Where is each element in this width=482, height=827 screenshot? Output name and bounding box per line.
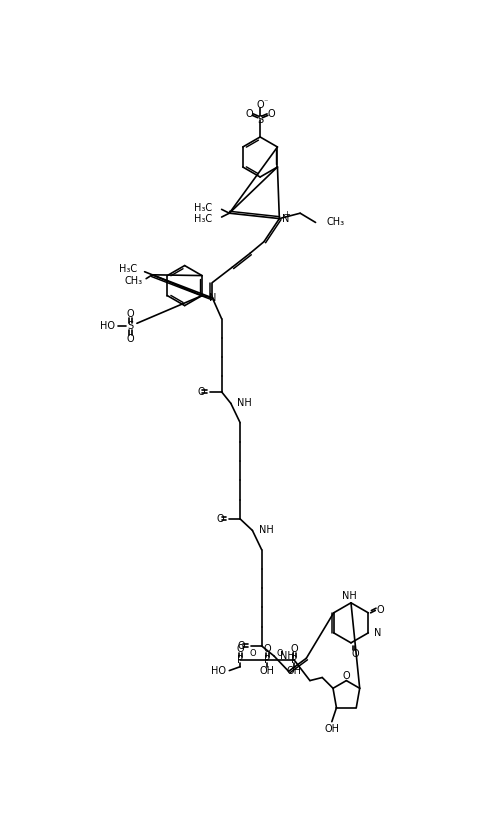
Text: CH₃: CH₃	[326, 218, 345, 227]
Text: P: P	[291, 655, 297, 665]
Text: O: O	[197, 387, 205, 397]
Text: O: O	[277, 649, 283, 658]
Text: +: +	[283, 210, 291, 219]
Text: O: O	[263, 644, 271, 654]
Text: NH: NH	[280, 651, 295, 661]
Text: H₃C: H₃C	[194, 203, 213, 213]
Text: P: P	[237, 655, 243, 665]
Text: O: O	[352, 648, 360, 658]
Text: S: S	[128, 322, 134, 332]
Text: ⁻: ⁻	[263, 97, 268, 106]
Text: N: N	[209, 293, 216, 303]
Text: O: O	[267, 109, 275, 119]
Text: N: N	[375, 628, 382, 638]
Text: N: N	[281, 213, 289, 223]
Text: O: O	[236, 644, 244, 654]
Text: O: O	[216, 514, 224, 523]
Text: O: O	[127, 309, 134, 319]
Text: O: O	[245, 109, 253, 119]
Text: O: O	[343, 671, 350, 681]
Text: O: O	[290, 644, 298, 654]
Text: OH: OH	[259, 666, 275, 676]
Text: O: O	[256, 99, 264, 110]
Text: H₃C: H₃C	[119, 265, 137, 275]
Text: NH: NH	[342, 590, 357, 601]
Text: OH: OH	[286, 666, 302, 676]
Text: P: P	[264, 655, 270, 665]
Text: NH: NH	[258, 525, 273, 535]
Text: S: S	[257, 115, 263, 125]
Text: CH₃: CH₃	[125, 276, 143, 286]
Text: O: O	[250, 649, 256, 658]
Text: O: O	[377, 605, 385, 614]
Text: OH: OH	[324, 724, 339, 734]
Text: O: O	[127, 334, 134, 344]
Text: O: O	[238, 641, 245, 651]
Text: HO: HO	[100, 322, 115, 332]
Text: NH: NH	[237, 399, 252, 409]
Text: HO: HO	[211, 666, 226, 676]
Text: H₃C: H₃C	[194, 213, 213, 223]
